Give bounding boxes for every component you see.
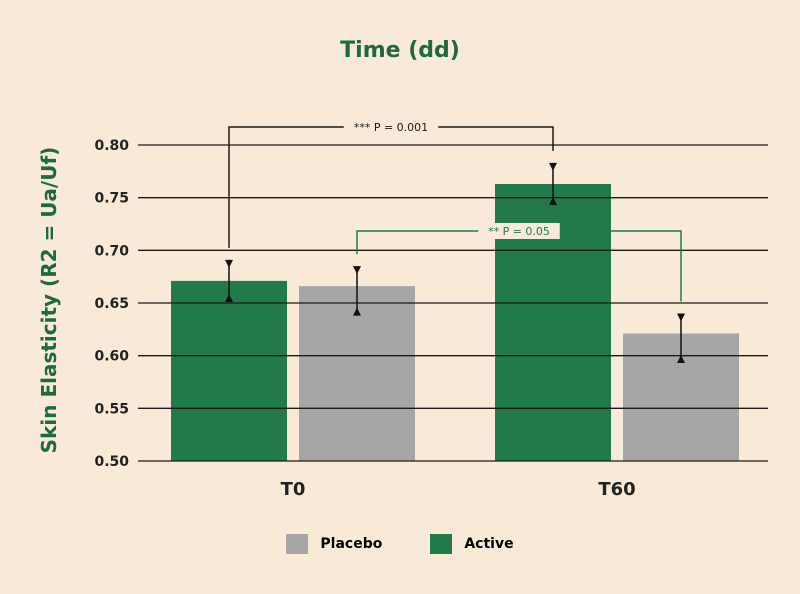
legend-swatch-active — [430, 534, 453, 554]
legend-label-placebo: Placebo — [320, 536, 383, 552]
significance-label-bg — [478, 223, 560, 239]
y-tick-label: 0.70 — [94, 243, 129, 259]
legend-item-active: Active — [430, 534, 514, 554]
error-cap-top — [677, 313, 685, 322]
x-tick-label-t60: T60 — [598, 479, 635, 500]
y-tick-label: 0.50 — [94, 454, 129, 470]
x-tick-label-t0: T0 — [281, 479, 306, 500]
significance-label-bg — [343, 119, 439, 135]
error-cap-top — [353, 266, 361, 275]
y-tick-label: 0.80 — [94, 138, 129, 154]
y-axis-label: Skin Elasticity (R2 = Ua/Uf) — [37, 147, 61, 454]
legend-label-active: Active — [464, 536, 514, 552]
y-tick-label: 0.55 — [94, 401, 129, 417]
legend: Placebo Active — [0, 534, 800, 554]
significance-label: ** P = 0.05 — [488, 225, 550, 238]
significance-label: *** P = 0.001 — [354, 121, 428, 134]
y-tick-label: 0.60 — [94, 349, 129, 365]
error-cap-top — [549, 162, 557, 171]
error-cap-top — [225, 259, 233, 268]
y-tick-label: 0.65 — [94, 296, 129, 312]
legend-swatch-placebo — [286, 534, 309, 554]
chart-title: Time (dd) — [340, 38, 460, 63]
legend-item-placebo: Placebo — [286, 534, 382, 554]
error-cap-bottom — [225, 293, 233, 302]
error-cap-bottom — [677, 355, 685, 364]
error-cap-bottom — [353, 307, 361, 316]
error-cap-bottom — [549, 197, 557, 206]
y-tick-label: 0.75 — [94, 191, 129, 207]
bar-active-t0 — [171, 280, 287, 461]
